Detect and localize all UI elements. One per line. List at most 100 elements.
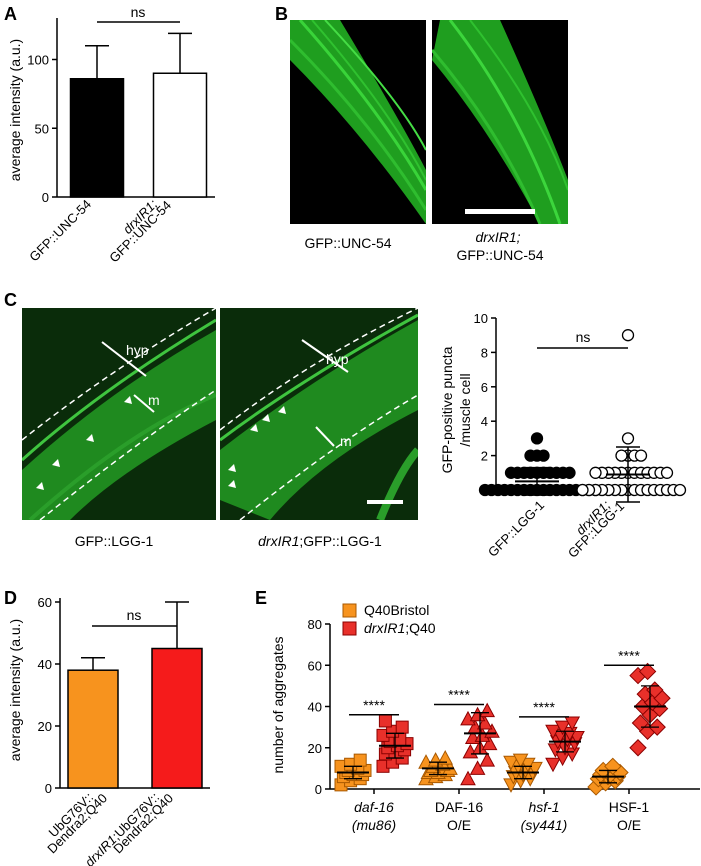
- panel-c-point: [621, 329, 635, 342]
- panel-e-xtick-line1: hsf-1: [528, 799, 559, 815]
- panel-e-point-triangle: [460, 770, 476, 786]
- legend-swatch-drxir1-q40: [342, 621, 357, 636]
- panel-e-y-tick-label: 0: [315, 782, 322, 797]
- panel-c-point: [537, 449, 550, 462]
- panel-e-xtick-line2: O/E: [447, 817, 471, 833]
- panel-c-point: [660, 466, 674, 479]
- panel-e-sig-label: ****: [363, 697, 385, 713]
- panel-a: A average intensity (a.u.) 0 50 100 ns GFP…: [4, 4, 215, 265]
- panel-a-label: A: [4, 4, 17, 24]
- panel-c-arrowhead: [124, 396, 132, 404]
- panel-d-sig-label: ns: [127, 607, 142, 623]
- panel-c-hyp-label-2: hyp: [326, 351, 349, 367]
- panel-c-point: [615, 449, 628, 462]
- panel-e-point-invtriangle: [503, 778, 519, 793]
- panel-e-point-invtriangle: [512, 753, 529, 769]
- panel-e-point-invtriangle: [554, 720, 571, 736]
- panel-b-image-2: [432, 20, 568, 224]
- panel-c-y-tick-label: 10: [474, 311, 488, 326]
- panel-c-sig-label: ns: [576, 329, 591, 345]
- panel-c-point: [576, 483, 589, 497]
- panel-c-point: [589, 466, 602, 479]
- panel-e-point-triangle: [481, 735, 498, 751]
- panel-c-hyp-arrow-2: [301, 339, 349, 373]
- panel-d-y-tick-label: 0: [45, 781, 52, 796]
- panel-e-legend: Q40Bristol drxIR1;Q40: [342, 602, 436, 636]
- panel-a-bar: [152, 72, 208, 198]
- panel-c-y-tick-label: 8: [481, 345, 488, 360]
- panel-c-label: C: [4, 290, 17, 310]
- panel-e-xtick-line2: (mu86): [352, 817, 396, 833]
- panel-e-xtick-line2: O/E: [617, 817, 641, 833]
- panel-e-point-invtriangle: [564, 716, 581, 732]
- panel-a-bar: [69, 78, 125, 198]
- panel-e-point-triangle: [469, 760, 486, 775]
- panel-c: C hyp m: [4, 290, 687, 561]
- panel-b: B GFP::UNC-54 drxIR1;: [275, 4, 568, 263]
- panel-e-xtick-line1: HSF-1: [609, 799, 650, 815]
- panel-c-arrowhead: [36, 482, 44, 490]
- panel-c-point: [634, 449, 648, 462]
- panel-c-image-1: hyp m: [22, 308, 216, 520]
- panel-c-m-label: m: [148, 392, 160, 408]
- panel-e-point-invtriangle: [564, 747, 581, 762]
- panel-e-xtick-line1: daf-16: [354, 799, 394, 815]
- panel-c-hyp-label: hyp: [126, 342, 149, 358]
- panel-c-scale-bar: [367, 500, 403, 504]
- panel-e-point-invtriangle: [545, 757, 561, 773]
- panel-c-arrowhead: [52, 459, 60, 467]
- panel-d-y-ticks: 0 20 40 60: [38, 595, 60, 796]
- panel-b-caption-1: GFP::UNC-54: [304, 235, 391, 251]
- panel-e-point-triangle: [476, 714, 493, 730]
- panel-b-caption-2-line1: drxIR1;: [475, 229, 520, 245]
- panel-b-caption-2-line2: GFP::UNC-54: [456, 247, 543, 263]
- panel-c-point: [530, 432, 544, 445]
- panel-e-ylabel: number of aggregates: [270, 637, 286, 774]
- panel-e-xtick-line1: DAF-16: [435, 799, 483, 815]
- panel-d-bars: [67, 601, 203, 789]
- panel-e-label: E: [255, 588, 267, 608]
- panel-e-x-labels: daf-16 (mu86) DAF-16 O/E hsf-1 (sy441) HSF-1 O/…: [352, 789, 650, 833]
- panel-e-point-square: [378, 714, 392, 728]
- panel-e-point-square: [353, 753, 367, 767]
- panel-e-point-invtriangle: [519, 757, 536, 773]
- panel-c-point: [673, 483, 687, 497]
- panel-b-scale-bar: [465, 209, 535, 214]
- panel-c-y-ticks: 0246810: [474, 311, 496, 498]
- panel-c-arrowhead: [262, 414, 270, 422]
- panel-d-label: D: [4, 588, 17, 608]
- panel-e-point-triangle: [479, 752, 496, 767]
- panel-e-point-diamond: [638, 662, 657, 681]
- panel-c-point: [504, 466, 518, 479]
- panel-e-sig-label: ****: [618, 647, 640, 663]
- panel-e-point-triangle: [437, 750, 454, 765]
- panel-a-y-tick-label: 0: [42, 190, 49, 205]
- panel-b-label: B: [275, 4, 288, 24]
- panel-e-sig-label: ****: [448, 686, 470, 702]
- panel-c-point: [524, 449, 537, 462]
- panel-a-ylabel: average intensity (a.u.): [7, 39, 23, 181]
- panel-c-image-2: hyp m: [220, 308, 418, 520]
- panel-c-point: [478, 483, 492, 497]
- legend-label-q40bristol: Q40Bristol: [364, 602, 429, 618]
- legend-label-drxir1-q40: drxIR1;Q40: [364, 620, 436, 636]
- panel-e-y-tick-label: 80: [308, 617, 322, 632]
- panel-c-xtick-1: GFP::LGG-1: [485, 498, 547, 560]
- panel-b-image-1: [290, 20, 426, 224]
- panel-c-arrowhead: [278, 406, 286, 414]
- panel-a-y-tick-label: 100: [27, 53, 49, 68]
- panel-e-significance: **** **** **** ****: [349, 647, 654, 718]
- panel-c-hyp-arrow: [101, 341, 147, 377]
- panel-e-y-tick-label: 60: [308, 658, 322, 673]
- legend-swatch-q40bristol: [342, 603, 357, 618]
- panel-e-point-diamond: [629, 739, 647, 757]
- panel-d-y-tick-label: 20: [38, 719, 52, 734]
- panel-c-m-arrow: [133, 394, 155, 413]
- panel-e-y-tick-label: 20: [308, 741, 322, 756]
- panel-d-y-tick-label: 60: [38, 595, 52, 610]
- panel-c-y-tick-label: 6: [481, 380, 488, 395]
- panel-c-ylabel-2: /muscle cell: [457, 373, 473, 446]
- panel-a-xtick-1: GFP::UNC-54: [26, 197, 94, 265]
